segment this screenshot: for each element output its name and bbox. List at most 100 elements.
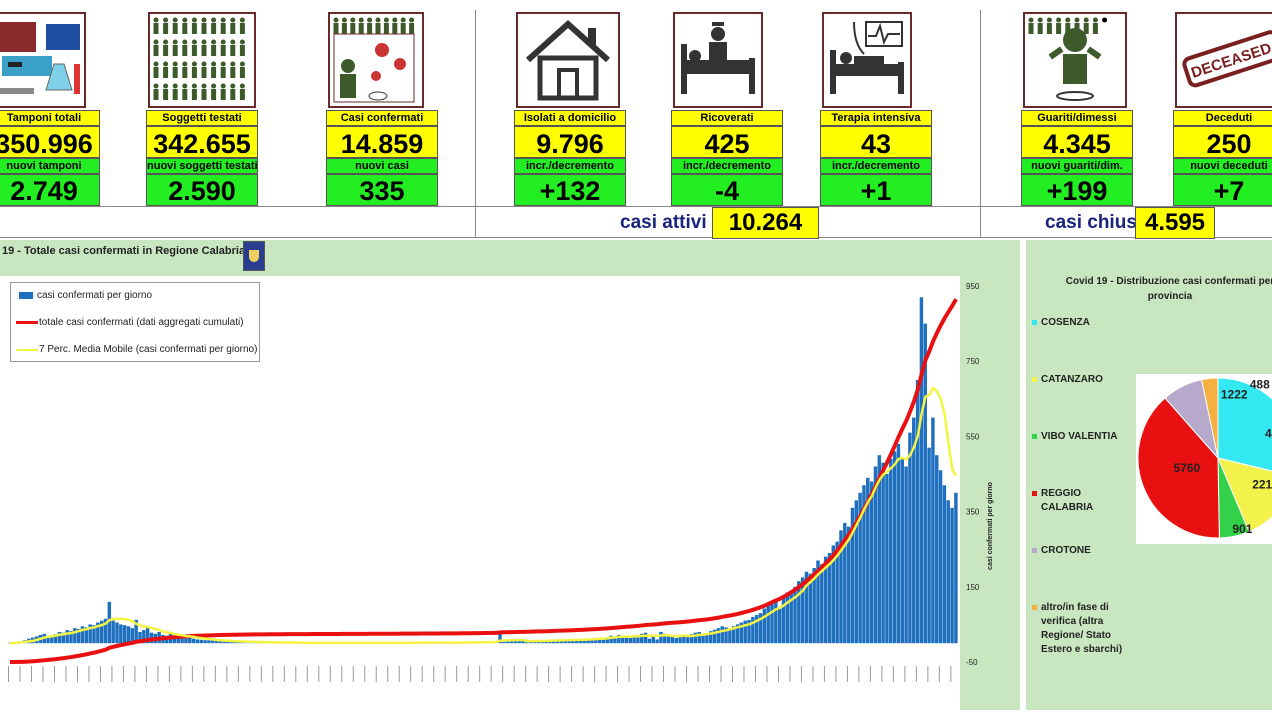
daily-bar — [912, 417, 916, 644]
daily-bar — [800, 577, 805, 644]
x-tick-mark — [8, 666, 9, 682]
daily-bar — [505, 641, 510, 644]
cumulative-line — [9, 298, 958, 664]
daily-bar — [789, 590, 793, 644]
x-tick-mark — [709, 666, 711, 682]
daily-bar — [571, 639, 575, 644]
legend-swatch-moving-avg — [16, 349, 38, 351]
daily-bar — [881, 462, 885, 644]
stat-label: Ricoverati — [671, 110, 783, 126]
pie-slice-label: 901 — [1232, 522, 1252, 536]
stat-sub-label: incr./decremento — [514, 158, 626, 174]
x-tick-mark — [134, 666, 136, 682]
daily-bar — [555, 640, 560, 644]
daily-bar — [705, 633, 709, 644]
daily-bar — [858, 492, 862, 644]
stat-sub-value: +199 — [1021, 174, 1133, 206]
stat-sub-label: nuovi tamponi — [0, 158, 100, 174]
daily-bar — [900, 458, 904, 644]
daily-bar — [854, 500, 859, 644]
x-tick-mark — [226, 666, 228, 682]
x-tick-mark — [249, 666, 251, 682]
x-tick-mark — [329, 666, 331, 682]
legend-label-moving-avg: 7 Perc. Media Mobile (casi confermati pe… — [39, 344, 258, 355]
daily-bar — [923, 323, 927, 644]
daily-bar — [873, 466, 878, 644]
x-tick-mark — [433, 666, 435, 682]
daily-bar — [145, 627, 150, 644]
axis-strip — [960, 276, 1020, 710]
daily-bar — [640, 633, 644, 644]
x-tick-mark — [938, 666, 940, 682]
x-tick-mark — [812, 666, 814, 682]
x-tick-mark — [352, 666, 354, 682]
pie-slice — [1201, 377, 1219, 459]
daily-bar — [199, 639, 203, 644]
daily-bar — [211, 640, 215, 644]
daily-bar — [846, 526, 851, 644]
daily-bar — [567, 639, 571, 644]
x-tick-mark — [168, 666, 170, 682]
daily-bar — [57, 631, 62, 644]
daily-bar — [180, 637, 184, 644]
x-tick-mark — [387, 666, 389, 682]
stat-sub-value: +7 — [1173, 174, 1272, 206]
daily-bar — [812, 568, 816, 644]
stat-label: Deceduti — [1173, 110, 1272, 126]
daily-bar — [686, 634, 690, 644]
pie-legend-label: VIBO VALENTIA — [1041, 431, 1118, 442]
x-tick-mark — [318, 666, 320, 682]
stat-sub-label: nuovi casi — [326, 158, 438, 174]
x-tick-mark — [237, 666, 239, 682]
regione-crest-icon — [243, 241, 265, 271]
daily-bar — [885, 474, 889, 644]
stat-value: 250 — [1173, 126, 1272, 158]
x-tick-mark — [927, 666, 929, 682]
daily-bar — [61, 632, 66, 644]
daily-bar — [46, 635, 50, 644]
daily-bar — [735, 624, 740, 644]
x-tick-mark — [674, 666, 676, 682]
x-tick-mark — [502, 666, 504, 682]
x-tick-mark — [823, 666, 825, 682]
pie-slice — [1137, 397, 1220, 539]
daily-bar — [816, 560, 820, 644]
x-tick-mark — [260, 666, 262, 682]
x-tick-mark — [180, 666, 182, 682]
daily-bar — [678, 637, 682, 644]
daily-bar — [609, 635, 613, 644]
pie-slice-label: 2212 — [1252, 478, 1272, 492]
x-tick-mark — [214, 666, 216, 682]
daily-bar — [632, 635, 636, 644]
daily-bar — [115, 622, 119, 644]
y-tick-label: 950 — [966, 282, 980, 291]
daily-bar — [689, 634, 694, 644]
x-tick-mark — [835, 666, 837, 682]
daily-bar — [578, 639, 583, 644]
y-tick-label: 550 — [966, 432, 980, 441]
x-tick-mark — [65, 666, 67, 682]
daily-bar — [954, 492, 958, 644]
x-tick-mark — [295, 666, 297, 682]
daily-bar — [636, 634, 640, 644]
hospital-bed-icon — [673, 12, 763, 108]
pie-legend-label: REGGIO CALABRIA — [1041, 488, 1094, 513]
daily-bar — [96, 622, 100, 644]
daily-bar — [613, 636, 617, 644]
daily-bar — [827, 552, 832, 644]
daily-bar — [777, 607, 782, 644]
daily-bar — [172, 636, 177, 644]
daily-bar — [586, 638, 590, 644]
pie-slice — [1217, 457, 1272, 533]
legend-swatch-cumulative — [16, 321, 38, 324]
x-tick-mark — [53, 666, 55, 682]
daily-bar — [218, 640, 223, 644]
daily-bar — [889, 458, 893, 644]
pie-legend-swatch — [1032, 491, 1037, 496]
x-tick-mark — [651, 666, 653, 682]
daily-bar — [877, 455, 882, 644]
daily-bar — [502, 641, 506, 644]
daily-bar — [597, 637, 602, 644]
x-tick-mark — [766, 666, 768, 682]
x-tick-mark — [858, 666, 860, 682]
